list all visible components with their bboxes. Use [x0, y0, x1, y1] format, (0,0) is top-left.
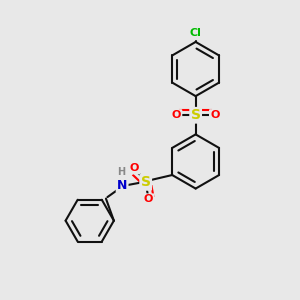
Text: O: O — [172, 110, 181, 120]
Text: O: O — [144, 194, 153, 205]
Text: S: S — [190, 108, 201, 122]
Text: Cl: Cl — [190, 28, 202, 38]
Text: O: O — [130, 163, 139, 173]
Text: H: H — [117, 167, 125, 177]
Text: N: N — [117, 179, 127, 192]
Text: O: O — [210, 110, 220, 120]
Text: S: S — [141, 176, 151, 189]
